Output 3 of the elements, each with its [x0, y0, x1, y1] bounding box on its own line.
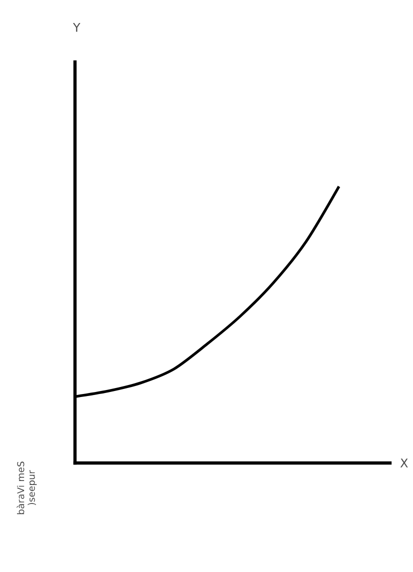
- text: Y: [73, 23, 81, 32]
- x-axis-title: X: [400, 458, 408, 468]
- text: bàraVi meS )seepur: [16, 462, 37, 514]
